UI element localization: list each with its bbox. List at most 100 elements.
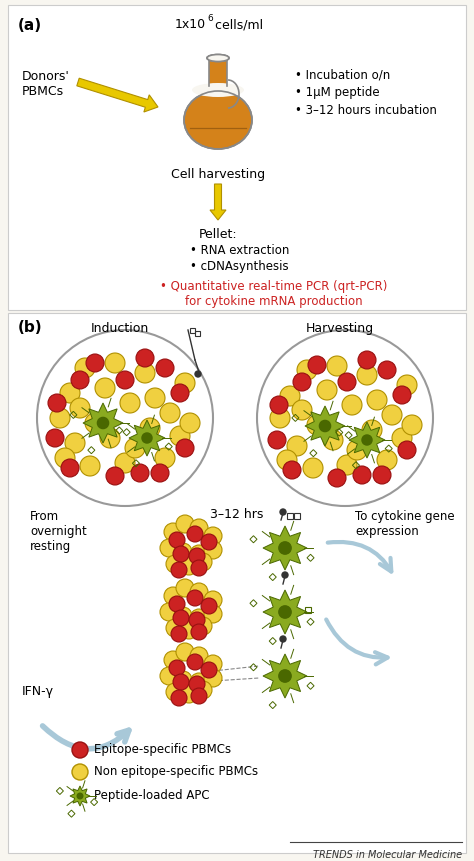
Circle shape [105, 353, 125, 373]
Circle shape [190, 519, 208, 537]
Circle shape [61, 459, 79, 477]
Circle shape [280, 386, 300, 406]
Circle shape [173, 674, 189, 690]
Circle shape [95, 378, 115, 398]
Circle shape [65, 433, 85, 453]
Circle shape [280, 509, 286, 515]
Circle shape [397, 375, 417, 395]
Circle shape [155, 448, 175, 468]
Text: TRENDS in Molecular Medicine: TRENDS in Molecular Medicine [313, 850, 462, 860]
Circle shape [100, 428, 120, 448]
Circle shape [378, 361, 396, 379]
Circle shape [204, 669, 222, 687]
Ellipse shape [184, 91, 252, 149]
Circle shape [293, 373, 311, 391]
Circle shape [362, 420, 382, 440]
Circle shape [171, 690, 187, 706]
Circle shape [362, 435, 372, 445]
Polygon shape [263, 590, 307, 634]
Bar [307, 554, 314, 561]
Bar [250, 536, 257, 542]
Bar [56, 788, 64, 795]
Circle shape [303, 458, 323, 478]
Circle shape [136, 349, 154, 367]
Circle shape [156, 359, 174, 377]
Polygon shape [263, 526, 307, 570]
Circle shape [166, 555, 184, 573]
Circle shape [268, 431, 286, 449]
Circle shape [175, 373, 195, 393]
Circle shape [60, 383, 80, 403]
Circle shape [187, 654, 203, 670]
Text: Donors'
PBMCs: Donors' PBMCs [22, 70, 70, 98]
Circle shape [190, 647, 208, 665]
Bar [307, 618, 314, 625]
Circle shape [189, 612, 205, 628]
Bar [123, 429, 130, 436]
Circle shape [180, 685, 198, 703]
Circle shape [194, 553, 212, 571]
Bar [250, 664, 257, 671]
Circle shape [77, 793, 83, 799]
Bar [353, 461, 359, 468]
Circle shape [174, 671, 192, 689]
Circle shape [191, 560, 207, 576]
Circle shape [201, 662, 217, 678]
Circle shape [173, 546, 189, 562]
Bar [70, 412, 77, 418]
Bar [345, 431, 352, 439]
Circle shape [171, 562, 187, 578]
Text: (a): (a) [18, 18, 42, 33]
Circle shape [171, 384, 189, 402]
Circle shape [71, 371, 89, 389]
Text: for cytokine mRNA production: for cytokine mRNA production [185, 295, 363, 308]
FancyArrow shape [210, 184, 226, 220]
Circle shape [189, 676, 205, 692]
Bar [269, 573, 276, 580]
Circle shape [190, 545, 208, 563]
Circle shape [55, 448, 75, 468]
Circle shape [204, 655, 222, 673]
Circle shape [135, 363, 155, 383]
Bar [116, 427, 123, 434]
Circle shape [171, 626, 187, 642]
Circle shape [151, 464, 169, 482]
Circle shape [174, 607, 192, 625]
Circle shape [48, 394, 66, 412]
Bar [250, 600, 257, 607]
Circle shape [270, 408, 290, 428]
Circle shape [190, 609, 208, 627]
Circle shape [373, 466, 391, 484]
Circle shape [367, 390, 387, 410]
Circle shape [342, 395, 362, 415]
Circle shape [353, 466, 371, 484]
Circle shape [86, 354, 104, 372]
Text: Peptide-loaded APC: Peptide-loaded APC [94, 790, 210, 802]
Circle shape [46, 429, 64, 447]
Circle shape [297, 360, 317, 380]
Circle shape [402, 415, 422, 435]
Circle shape [169, 532, 185, 548]
Ellipse shape [207, 54, 229, 61]
Circle shape [292, 400, 312, 420]
Circle shape [164, 523, 182, 541]
Circle shape [337, 455, 357, 475]
Bar [8, 5, 466, 310]
Circle shape [166, 683, 184, 701]
Polygon shape [263, 654, 307, 698]
Circle shape [70, 398, 90, 418]
Circle shape [357, 365, 377, 385]
Circle shape [187, 590, 203, 606]
Text: Cell harvesting: Cell harvesting [171, 168, 265, 181]
Text: • 1μM peptide: • 1μM peptide [295, 86, 380, 99]
Circle shape [392, 428, 412, 448]
Circle shape [358, 351, 376, 369]
Ellipse shape [207, 54, 229, 61]
Polygon shape [129, 420, 165, 456]
Circle shape [160, 539, 178, 557]
Text: From
overnight
resting: From overnight resting [30, 510, 87, 553]
Bar [305, 607, 311, 613]
Circle shape [190, 673, 208, 691]
Circle shape [140, 418, 160, 438]
Circle shape [277, 450, 297, 470]
